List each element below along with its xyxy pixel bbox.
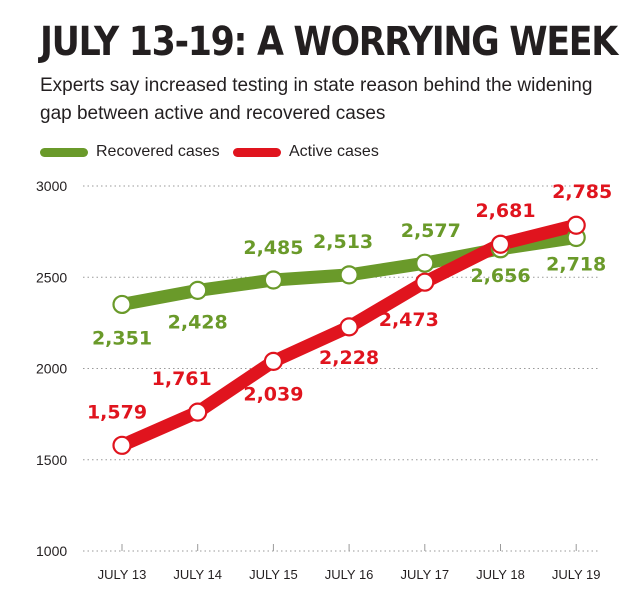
- x-tick-label: JULY 13: [98, 567, 147, 582]
- point-recovered: [339, 265, 359, 285]
- data-label-active: 2,473: [379, 309, 439, 331]
- chart-subtitle: Experts say increased testing in state r…: [40, 75, 593, 124]
- data-label-recovered: 2,718: [546, 253, 606, 275]
- point-recovered: [263, 270, 283, 290]
- data-label-active: 1,579: [87, 401, 147, 423]
- legend-item-recovered: Recovered cases: [40, 143, 220, 161]
- point-active: [188, 402, 208, 422]
- point-active: [415, 272, 435, 292]
- data-label-recovered: 2,428: [168, 311, 228, 333]
- y-tick-label: 3000: [36, 178, 67, 194]
- point-active: [490, 234, 511, 254]
- data-label-active: 2,681: [475, 200, 535, 222]
- chart-title: JULY 13-19: A WORRYING WEEK: [40, 19, 618, 65]
- legend-label-recovered: Recovered cases: [96, 143, 220, 160]
- point-active: [112, 435, 132, 455]
- x-tick-label: JULY 17: [400, 567, 449, 582]
- point-recovered: [188, 280, 208, 300]
- x-tick-label: JULY 14: [173, 567, 222, 582]
- x-tick-label: JULY 18: [476, 567, 525, 582]
- y-tick-label: 1000: [36, 543, 67, 559]
- data-label-active: 2,228: [319, 347, 379, 369]
- x-tick-label: JULY 16: [325, 567, 374, 582]
- y-tick-label: 1500: [36, 452, 67, 468]
- y-tick-label: 2000: [36, 361, 67, 377]
- legend-swatch-active: [233, 147, 281, 157]
- data-label-recovered: 2,513: [313, 231, 373, 253]
- data-label-active: 2,785: [552, 181, 612, 203]
- legend-label-active: Active cases: [289, 143, 379, 160]
- x-tick-label: JULY 15: [249, 567, 298, 582]
- x-tick-label: JULY 19: [552, 567, 601, 582]
- y-tick-label: 2500: [36, 269, 67, 285]
- point-active: [263, 351, 283, 371]
- data-label-active: 1,761: [152, 368, 212, 390]
- legend-swatch-recovered: [40, 147, 88, 157]
- point-recovered: [415, 253, 435, 273]
- point-active: [566, 215, 586, 235]
- data-label-recovered: 2,577: [401, 220, 461, 242]
- point-active: [339, 317, 359, 337]
- point-recovered: [112, 294, 132, 315]
- legend-item-active: Active cases: [233, 143, 379, 161]
- data-label-recovered: 2,485: [243, 237, 303, 259]
- data-label-recovered: 2,656: [470, 265, 530, 287]
- data-label-active: 2,039: [243, 383, 303, 405]
- data-label-recovered: 2,351: [92, 327, 152, 349]
